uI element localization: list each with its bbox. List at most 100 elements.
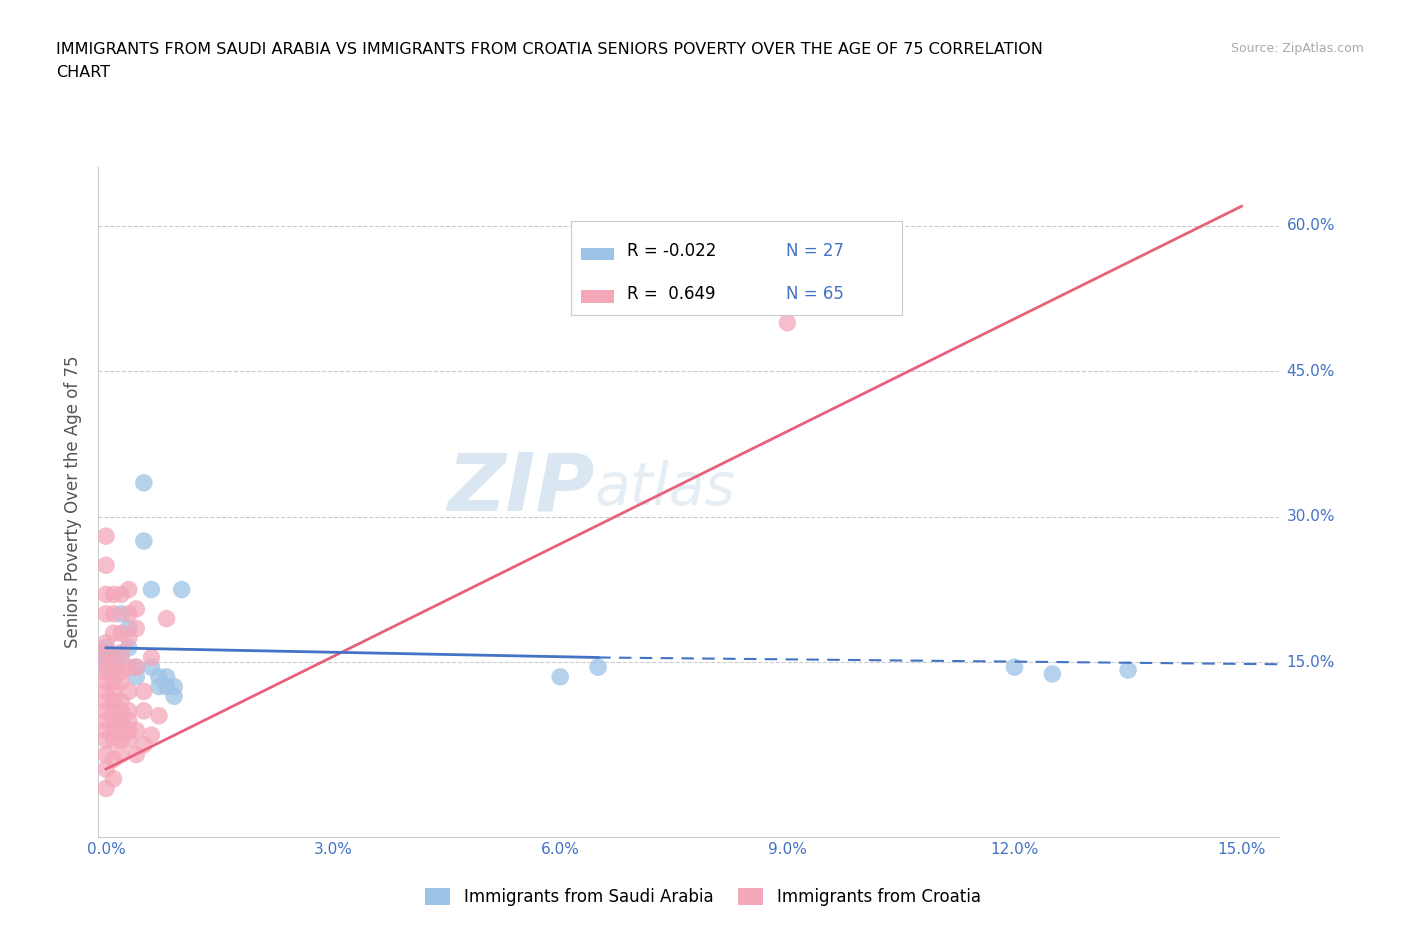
Point (94, 713, 117, 728)
Point (110, 703, 132, 718)
Point (118, 703, 141, 718)
Point (118, 621, 141, 636)
Point (118, 723, 141, 737)
Point (110, 747, 132, 762)
Text: 15.0%: 15.0% (1286, 655, 1334, 670)
Point (132, 703, 155, 718)
Point (103, 723, 125, 737)
Point (94, 587, 117, 602)
Text: 30.0%: 30.0% (1286, 510, 1334, 525)
Point (110, 626, 132, 641)
Point (94, 641, 117, 656)
Point (94, 747, 117, 762)
Point (103, 674, 125, 689)
Point (94, 659, 117, 674)
Point (103, 713, 125, 728)
Point (103, 626, 125, 641)
Point (94, 703, 117, 718)
Point (118, 631, 141, 645)
Point (125, 723, 148, 737)
Point (94, 529, 117, 544)
Point (94, 665, 117, 680)
Point (118, 713, 141, 728)
Point (110, 645, 132, 660)
Point (94, 635, 117, 650)
Text: Source: ZipAtlas.com: Source: ZipAtlas.com (1230, 42, 1364, 55)
Point (141, 727, 163, 742)
Point (118, 684, 141, 698)
Point (148, 679, 170, 694)
Point (103, 665, 125, 680)
Point (1040, 667, 1063, 682)
Point (548, 670, 571, 684)
Point (163, 689, 186, 704)
Point (103, 606, 125, 621)
Point (163, 679, 186, 694)
Point (125, 602, 148, 617)
Point (103, 752, 125, 767)
Point (110, 665, 132, 680)
Point (141, 650, 163, 665)
Point (132, 737, 155, 752)
Point (94, 781, 117, 796)
Point (170, 582, 193, 597)
Y-axis label: Seniors Poverty Over the Age of 75: Seniors Poverty Over the Age of 75 (65, 356, 83, 648)
Point (94, 606, 117, 621)
Point (94, 674, 117, 689)
Point (118, 582, 141, 597)
Text: CHART: CHART (56, 65, 110, 80)
Point (110, 650, 132, 665)
Point (103, 659, 125, 674)
Point (94, 733, 117, 748)
Point (125, 621, 148, 636)
Point (103, 694, 125, 709)
Text: 45.0%: 45.0% (1286, 364, 1334, 379)
Point (132, 534, 155, 549)
Point (94, 558, 117, 573)
Point (125, 659, 148, 674)
Point (141, 659, 163, 674)
Point (94, 684, 117, 698)
Point (155, 679, 177, 694)
Point (110, 713, 132, 728)
Point (103, 655, 125, 670)
Point (1116, 663, 1139, 678)
Point (1004, 659, 1026, 674)
Point (155, 670, 177, 684)
Legend: Immigrants from Saudi Arabia, Immigrants from Croatia: Immigrants from Saudi Arabia, Immigrants… (419, 881, 987, 912)
Point (94, 694, 117, 709)
Point (103, 587, 125, 602)
Point (586, 659, 609, 674)
Point (110, 606, 132, 621)
Point (103, 684, 125, 698)
Text: IMMIGRANTS FROM SAUDI ARABIA VS IMMIGRANTS FROM CROATIA SENIORS POVERTY OVER THE: IMMIGRANTS FROM SAUDI ARABIA VS IMMIGRAN… (56, 42, 1043, 57)
Point (110, 733, 132, 748)
Point (118, 733, 141, 748)
Point (148, 670, 170, 684)
Point (118, 659, 141, 674)
Point (94, 762, 117, 777)
Point (103, 650, 125, 665)
Point (125, 659, 148, 674)
Point (155, 611, 177, 626)
Point (110, 694, 132, 709)
Point (110, 587, 132, 602)
Point (103, 703, 125, 718)
Point (118, 606, 141, 621)
Point (110, 674, 132, 689)
Point (118, 641, 141, 656)
Point (132, 684, 155, 698)
Point (103, 771, 125, 786)
Point (776, 315, 799, 330)
Point (94, 645, 117, 660)
Point (103, 733, 125, 748)
Text: 60.0%: 60.0% (1286, 219, 1334, 233)
Point (94, 655, 117, 670)
Point (94, 650, 117, 665)
Point (110, 723, 132, 737)
Point (141, 582, 163, 597)
Point (125, 670, 148, 684)
Point (148, 709, 170, 724)
Point (132, 475, 155, 490)
Text: ZIP: ZIP (447, 450, 595, 528)
